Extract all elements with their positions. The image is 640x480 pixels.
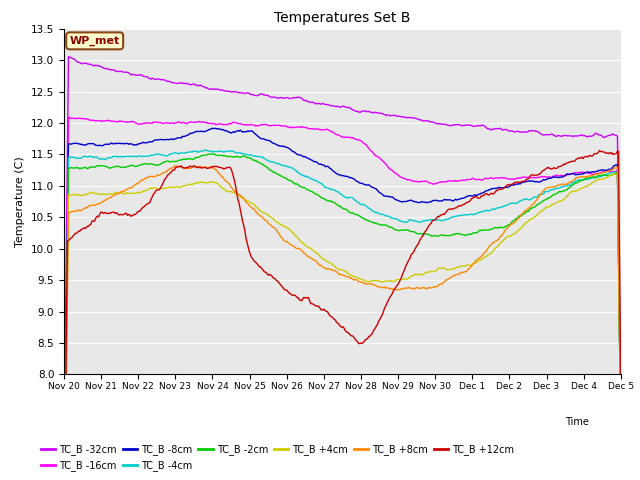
Y-axis label: Temperature (C): Temperature (C) bbox=[15, 156, 26, 247]
TC_B -4cm bbox=[617, 434, 625, 440]
TC_B -2cm bbox=[326, 198, 333, 204]
TC_B -2cm bbox=[605, 173, 612, 179]
TC_B -16cm bbox=[518, 175, 525, 180]
TC_B +12cm bbox=[328, 314, 335, 320]
TC_B -32cm bbox=[605, 132, 612, 138]
TC_B +12cm bbox=[324, 311, 332, 316]
TC_B -32cm bbox=[518, 129, 525, 135]
TC_B +8cm bbox=[362, 281, 370, 287]
TC_B +4cm bbox=[392, 278, 399, 284]
TC_B -8cm bbox=[617, 429, 625, 434]
TC_B -32cm bbox=[65, 54, 72, 60]
TC_B +8cm bbox=[605, 168, 612, 174]
Title: Temperatures Set B: Temperatures Set B bbox=[274, 11, 411, 25]
TC_B +8cm bbox=[518, 211, 525, 217]
TC_B -4cm bbox=[605, 170, 612, 176]
TC_B -8cm bbox=[209, 125, 216, 131]
TC_B +12cm bbox=[392, 285, 399, 291]
Line: TC_B -16cm: TC_B -16cm bbox=[64, 117, 621, 480]
Line: TC_B -32cm: TC_B -32cm bbox=[64, 57, 621, 467]
TC_B -4cm bbox=[518, 198, 525, 204]
TC_B -2cm bbox=[518, 213, 525, 219]
TC_B +4cm bbox=[617, 434, 625, 440]
Line: TC_B +4cm: TC_B +4cm bbox=[64, 174, 621, 480]
TC_B -2cm bbox=[329, 199, 337, 205]
TC_B +4cm bbox=[611, 171, 618, 177]
TC_B +4cm bbox=[328, 261, 335, 267]
TC_B -16cm bbox=[329, 129, 337, 135]
Text: Time: Time bbox=[565, 417, 589, 427]
TC_B -4cm bbox=[393, 216, 401, 222]
TC_B -32cm bbox=[60, 464, 68, 469]
Line: TC_B -4cm: TC_B -4cm bbox=[64, 150, 621, 480]
TC_B -2cm bbox=[206, 151, 214, 156]
TC_B +8cm bbox=[617, 430, 625, 436]
TC_B +4cm bbox=[324, 259, 332, 265]
TC_B +12cm bbox=[617, 390, 625, 396]
TC_B -8cm bbox=[605, 167, 612, 172]
TC_B -2cm bbox=[617, 433, 625, 439]
TC_B -16cm bbox=[65, 114, 72, 120]
TC_B +12cm bbox=[516, 180, 524, 185]
TC_B -32cm bbox=[362, 109, 370, 115]
TC_B +4cm bbox=[362, 278, 369, 284]
TC_B -32cm bbox=[393, 113, 401, 119]
TC_B +8cm bbox=[329, 268, 337, 274]
Line: TC_B +8cm: TC_B +8cm bbox=[64, 166, 621, 480]
Line: TC_B +12cm: TC_B +12cm bbox=[64, 151, 621, 480]
TC_B -32cm bbox=[326, 102, 333, 108]
TC_B +8cm bbox=[393, 287, 401, 293]
TC_B -8cm bbox=[393, 197, 401, 203]
TC_B -2cm bbox=[362, 217, 370, 223]
TC_B -2cm bbox=[393, 227, 401, 233]
TC_B -32cm bbox=[617, 412, 625, 418]
TC_B -4cm bbox=[362, 204, 370, 209]
TC_B -16cm bbox=[393, 171, 401, 177]
TC_B +4cm bbox=[604, 174, 611, 180]
Line: TC_B -2cm: TC_B -2cm bbox=[64, 154, 621, 480]
Text: WP_met: WP_met bbox=[70, 36, 120, 46]
TC_B -8cm bbox=[518, 180, 525, 186]
TC_B -16cm bbox=[362, 142, 370, 148]
TC_B +8cm bbox=[172, 163, 179, 169]
TC_B +8cm bbox=[326, 266, 333, 272]
TC_B -8cm bbox=[362, 182, 370, 188]
TC_B -16cm bbox=[605, 168, 612, 174]
TC_B -4cm bbox=[326, 186, 333, 192]
TC_B -32cm bbox=[329, 103, 337, 108]
TC_B +12cm bbox=[596, 148, 604, 154]
TC_B +12cm bbox=[605, 151, 612, 156]
TC_B -16cm bbox=[617, 432, 625, 438]
TC_B -8cm bbox=[326, 165, 333, 171]
TC_B -8cm bbox=[329, 168, 337, 174]
TC_B +4cm bbox=[516, 226, 524, 231]
TC_B -4cm bbox=[329, 187, 337, 192]
Line: TC_B -8cm: TC_B -8cm bbox=[64, 128, 621, 480]
TC_B -4cm bbox=[201, 147, 209, 153]
Legend: TC_B -32cm, TC_B -16cm, TC_B -8cm, TC_B -4cm, TC_B -2cm, TC_B +4cm, TC_B +8cm, T: TC_B -32cm, TC_B -16cm, TC_B -8cm, TC_B … bbox=[37, 441, 518, 475]
TC_B +12cm bbox=[362, 337, 369, 343]
TC_B -16cm bbox=[326, 128, 333, 133]
